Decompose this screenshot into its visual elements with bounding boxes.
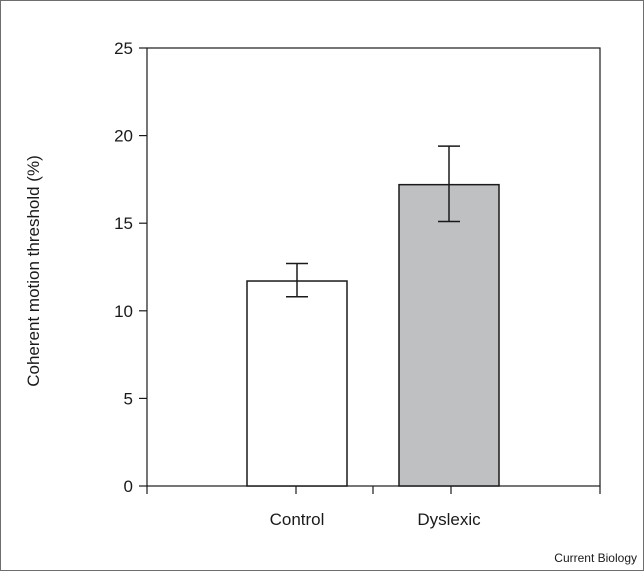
y-tick-label: 25	[114, 39, 133, 58]
y-tick-label: 15	[114, 214, 133, 233]
y-tick-label: 10	[114, 302, 133, 321]
y-tick-label: 5	[124, 389, 133, 408]
x-tick-label: Control	[270, 510, 325, 529]
y-tick-label: 0	[124, 477, 133, 496]
y-tick-label: 20	[114, 127, 133, 146]
plot-frame	[146, 47, 601, 487]
y-axis-title: Coherent motion threshold (%)	[24, 155, 43, 387]
bar-control	[246, 280, 348, 487]
journal-credit: Current Biology	[554, 551, 637, 565]
x-tick-label: Dyslexic	[417, 510, 481, 529]
bar-dyslexic	[398, 183, 500, 487]
